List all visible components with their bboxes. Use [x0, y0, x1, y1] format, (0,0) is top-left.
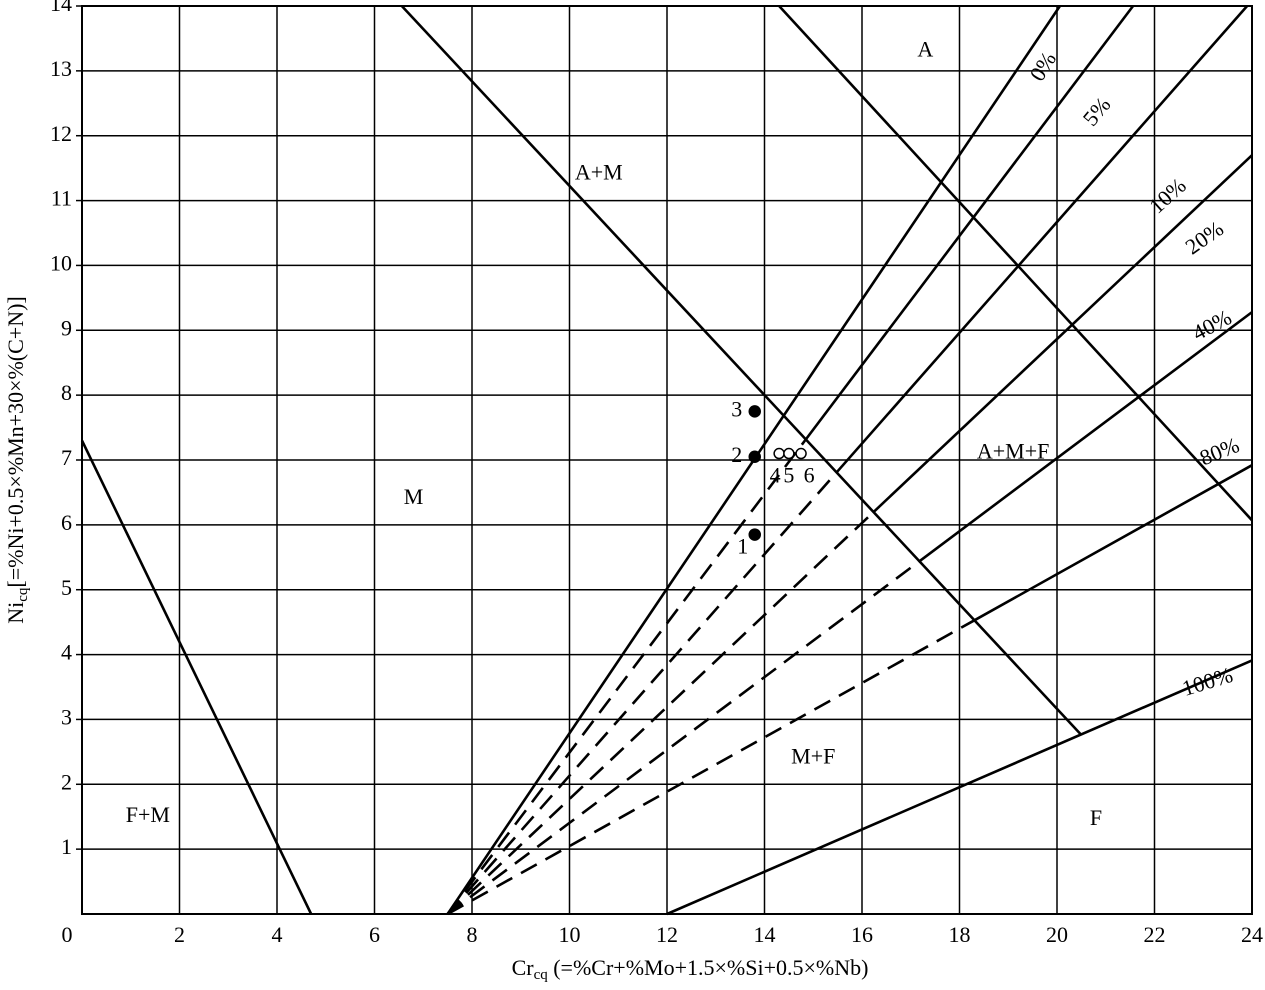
data-point: [748, 405, 761, 418]
x-tick-label: 20: [1046, 922, 1068, 947]
x-title-main: Cr: [512, 955, 535, 980]
y-tick-label: 13: [50, 56, 72, 81]
dashed-line: [446, 619, 976, 916]
boundary-line: [973, 464, 1253, 622]
data-point: [795, 447, 807, 460]
point-label: 3: [731, 396, 742, 421]
x-tick-label: 18: [949, 922, 971, 947]
y-tick-label: 11: [51, 186, 72, 211]
y-tick-label: 6: [61, 510, 72, 535]
boundary-line: [80, 439, 313, 915]
dashed-line: [446, 510, 875, 915]
data-point: [748, 450, 761, 464]
x-tick-label: 12: [656, 922, 678, 947]
dashed-line: [446, 471, 838, 915]
line-label: 20%: [1181, 216, 1228, 260]
point-label: 6: [804, 463, 815, 488]
dashed-line: [446, 560, 921, 916]
x-tick-label: 10: [559, 922, 581, 947]
boundary-line: [872, 154, 1253, 513]
x-axis-title: Crcq (=%Cr+%Mo+1.5×%Si+0.5×%Nb): [512, 955, 869, 983]
line-label: 5%: [1078, 92, 1116, 131]
x-tick-label: 22: [1144, 922, 1166, 947]
data-point: [783, 447, 795, 460]
x-tick-label: 4: [272, 922, 283, 947]
y-title-sub: cq: [15, 587, 31, 602]
boundary-line: [835, 5, 1249, 474]
point-label: 4: [770, 463, 781, 488]
y-tick-label: 4: [61, 640, 72, 665]
x-tick-label: 2: [174, 922, 185, 947]
line-label: 80%: [1196, 432, 1243, 470]
y-tick-label: 12: [50, 121, 72, 146]
y-tick-label: 1: [61, 834, 72, 859]
y-tick-label: 2: [61, 769, 72, 794]
boundary-line: [778, 5, 1253, 522]
x-tick-label: 16: [851, 922, 873, 947]
point-label: 5: [783, 463, 794, 488]
x-tick-label: 8: [467, 922, 478, 947]
region-label: M: [404, 484, 424, 509]
line-label: 40%: [1188, 304, 1235, 345]
line-label: 100%: [1179, 662, 1235, 701]
x-title-rest: (=%Cr+%Mo+1.5×%Si+0.5×%Nb): [548, 955, 869, 980]
y-tick-label: 3: [61, 704, 72, 729]
dashed-line: [446, 438, 807, 915]
region-label: A: [917, 36, 933, 61]
y-title-rest: [=%Ni+0.5×%Mn+30×%(C+N)]: [3, 296, 28, 587]
boundary-line: [400, 5, 1083, 736]
boundary-line: [918, 311, 1253, 563]
y-axis-title: Nicq[=%Ni+0.5×%Mn+30×%(C+N)]: [3, 296, 31, 624]
x-tick-label: 24: [1241, 922, 1263, 947]
region-label: M+F: [791, 743, 835, 768]
point-label: 2: [731, 442, 742, 467]
y-tick-label: 9: [61, 315, 72, 340]
data-point: [773, 447, 785, 460]
y-title-main: Ni: [3, 602, 28, 624]
boundary-line: [666, 659, 1253, 916]
x-tick-label: 0: [62, 922, 73, 947]
y-tick-label: 10: [50, 250, 72, 275]
boundary-line: [804, 5, 1135, 441]
y-tick-label: 7: [61, 445, 72, 470]
y-tick-label: 14: [50, 0, 72, 16]
line-label: 10%: [1144, 173, 1191, 219]
x-tick-label: 14: [754, 922, 776, 947]
region-label: F+M: [126, 802, 170, 827]
line-label: 0%: [1024, 47, 1061, 85]
x-tick-label: 6: [369, 922, 380, 947]
y-tick-label: 8: [61, 380, 72, 405]
region-label: F: [1090, 805, 1102, 830]
region-label: A+M: [575, 160, 623, 185]
point-label: 1: [737, 534, 748, 559]
region-label: A+M+F: [977, 439, 1050, 464]
y-tick-label: 5: [61, 575, 72, 600]
x-title-sub: cq: [534, 967, 549, 983]
data-point: [748, 528, 761, 541]
